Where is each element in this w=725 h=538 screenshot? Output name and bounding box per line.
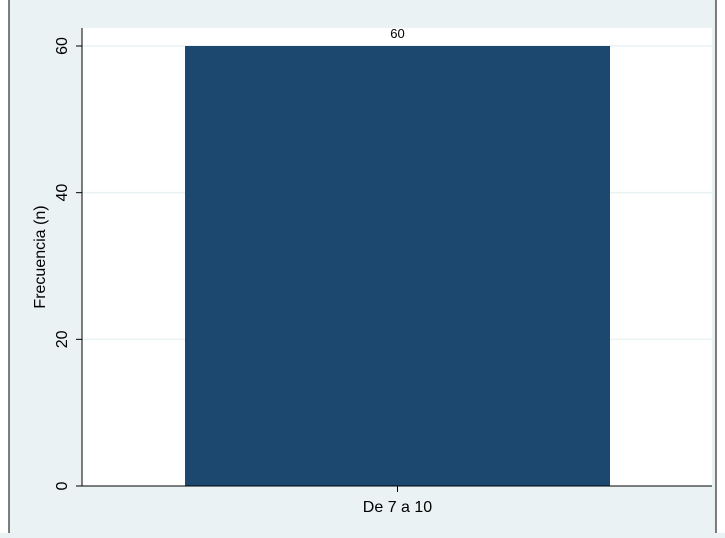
data-labels: 60 — [390, 26, 404, 41]
y-tick-label: 0 — [54, 481, 71, 490]
figure-border-right — [716, 0, 725, 533]
y-tick-label: 40 — [54, 184, 71, 202]
y-ticks: 0 20 40 60 — [54, 37, 82, 490]
x-tick-label: De 7 a 10 — [363, 499, 432, 516]
y-tick-label: 20 — [54, 330, 71, 348]
x-ticks: De 7 a 10 — [363, 486, 432, 516]
bar — [185, 46, 610, 486]
y-axis-label: Frecuencia (n) — [32, 205, 49, 308]
figure-border-left — [0, 0, 9, 533]
y-tick-label: 60 — [54, 37, 71, 55]
bar-data-label: 60 — [390, 26, 404, 41]
bars — [185, 46, 610, 486]
